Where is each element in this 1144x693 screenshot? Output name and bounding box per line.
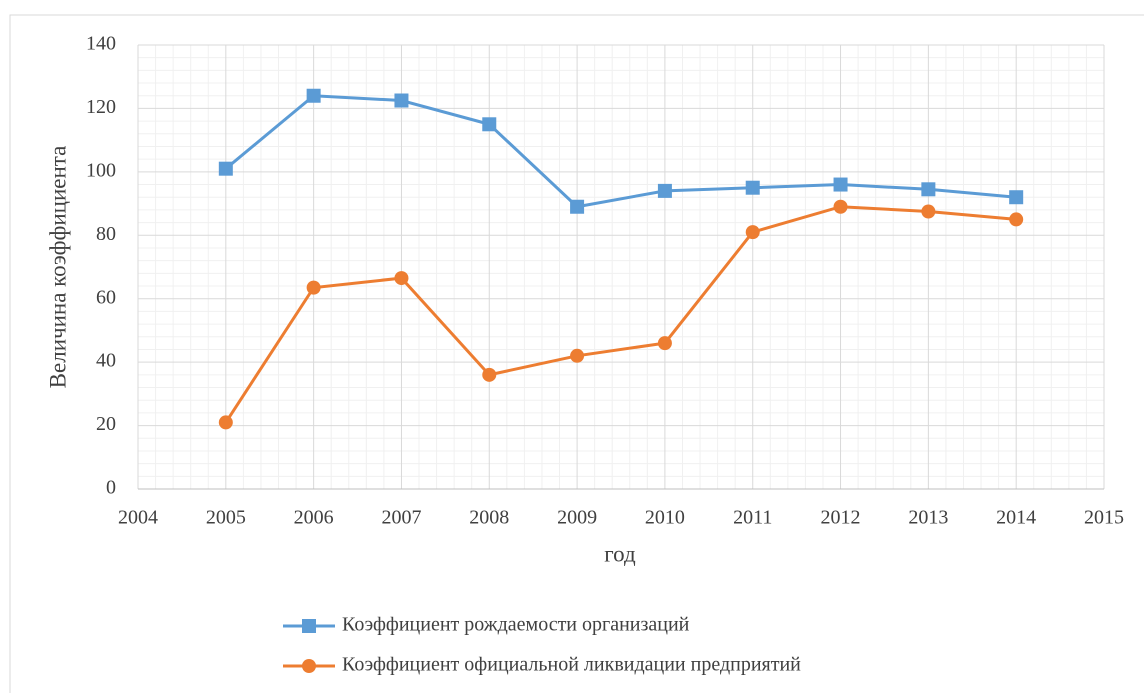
y-tick-label: 80 bbox=[96, 223, 116, 245]
marker bbox=[570, 199, 585, 214]
y-tick-label: 120 bbox=[86, 96, 116, 118]
x-tick-label: 2012 bbox=[821, 507, 861, 529]
y-tick-label: 60 bbox=[96, 286, 116, 308]
marker bbox=[306, 280, 321, 295]
legend-marker bbox=[302, 619, 316, 633]
y-axis-label: Величина коэффициента bbox=[45, 146, 70, 389]
y-tick-label: 100 bbox=[86, 159, 116, 181]
x-tick-label: 2006 bbox=[294, 507, 334, 529]
marker bbox=[745, 180, 760, 195]
x-tick-label: 2014 bbox=[996, 507, 1036, 529]
marker bbox=[394, 271, 409, 286]
x-axis-label: год bbox=[604, 541, 636, 566]
marker bbox=[833, 199, 848, 214]
marker bbox=[482, 117, 497, 132]
y-tick-label: 140 bbox=[86, 33, 116, 55]
marker bbox=[570, 348, 585, 363]
legend-label: Коэффициент рождаемости организаций bbox=[342, 614, 690, 636]
series-line bbox=[224, 205, 1017, 424]
x-tick-label: 2007 bbox=[381, 507, 421, 529]
marker bbox=[657, 336, 672, 351]
x-tick-label: 2010 bbox=[645, 507, 685, 529]
marker bbox=[1009, 190, 1024, 205]
marker bbox=[745, 225, 760, 240]
marker bbox=[306, 88, 321, 103]
x-tick-label: 2013 bbox=[908, 507, 948, 529]
marker bbox=[657, 183, 672, 198]
x-tick-label: 2015 bbox=[1084, 507, 1124, 529]
marker bbox=[218, 161, 233, 176]
marker bbox=[921, 182, 936, 197]
marker bbox=[218, 415, 233, 430]
marker bbox=[482, 367, 497, 382]
legend-label: Коэффициент официальной ликвидации предп… bbox=[342, 654, 801, 676]
marker bbox=[833, 177, 848, 192]
y-tick-label: 0 bbox=[106, 477, 116, 499]
x-tick-label: 2011 bbox=[733, 507, 772, 529]
series-line bbox=[224, 94, 1017, 209]
marker bbox=[394, 93, 409, 108]
y-tick-label: 40 bbox=[96, 350, 116, 372]
x-tick-label: 2008 bbox=[469, 507, 509, 529]
marker bbox=[1009, 212, 1024, 227]
x-tick-label: 2009 bbox=[557, 507, 597, 529]
x-tick-label: 2004 bbox=[118, 507, 158, 529]
y-tick-label: 20 bbox=[96, 413, 116, 435]
marker bbox=[921, 204, 936, 219]
legend-marker bbox=[302, 659, 316, 673]
x-tick-label: 2005 bbox=[206, 507, 246, 529]
